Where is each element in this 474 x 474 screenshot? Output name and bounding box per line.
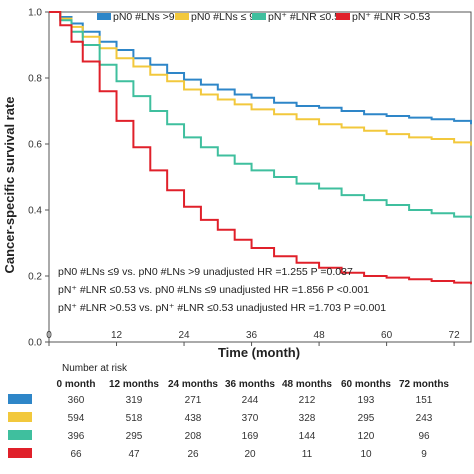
x-tick-label: 72 bbox=[449, 330, 461, 341]
risk-row-swatch-2 bbox=[8, 412, 32, 422]
x-tick-label: 24 bbox=[178, 330, 190, 341]
legend-swatch-2 bbox=[175, 13, 189, 20]
risk-col-header: 48 months bbox=[282, 379, 332, 390]
risk-cell: 120 bbox=[358, 431, 375, 442]
legend-label-2: pN0 #LNs ≤ 9 bbox=[191, 11, 255, 23]
risk-cell: 360 bbox=[68, 395, 85, 406]
x-tick-label: 12 bbox=[111, 330, 123, 341]
risk-cell: 20 bbox=[244, 449, 256, 460]
risk-cell: 594 bbox=[68, 413, 85, 424]
risk-col-header: 0 month bbox=[57, 379, 96, 390]
risk-cell: 438 bbox=[185, 413, 202, 424]
risk-cell: 295 bbox=[358, 413, 375, 424]
y-tick-label: 1.0 bbox=[28, 8, 42, 19]
legend-swatch-1 bbox=[97, 13, 111, 20]
x-tick-label: 60 bbox=[381, 330, 393, 341]
risk-cell: 96 bbox=[418, 431, 430, 442]
risk-cell: 244 bbox=[242, 395, 259, 406]
risk-cell: 370 bbox=[242, 413, 259, 424]
risk-cell: 271 bbox=[185, 395, 202, 406]
y-tick-label: 0.8 bbox=[28, 74, 42, 85]
legend-swatch-3 bbox=[252, 13, 266, 20]
risk-cell: 26 bbox=[187, 449, 199, 460]
plot-border bbox=[48, 11, 472, 343]
risk-cell: 47 bbox=[128, 449, 140, 460]
risk-cell: 9 bbox=[421, 449, 427, 460]
hr-annotation-3: pN⁺ #LNR >0.53 vs. pN⁺ #LNR ≤0.53 unadju… bbox=[58, 302, 386, 314]
risk-cell: 319 bbox=[126, 395, 143, 406]
legend-label-4: pN⁺ #LNR >0.53 bbox=[352, 11, 430, 23]
risk-col-header: 12 months bbox=[109, 379, 159, 390]
y-axis-title: Cancer-specific survival rate bbox=[2, 96, 17, 273]
risk-cell: 518 bbox=[126, 413, 143, 424]
hr-annotation-2: pN⁺ #LNR ≤0.53 vs. pN0 #LNs ≤9 unadjuste… bbox=[58, 284, 369, 296]
y-tick-label: 0.0 bbox=[28, 338, 42, 349]
risk-cell: 66 bbox=[70, 449, 82, 460]
x-tick-label: 48 bbox=[314, 330, 326, 341]
legend-swatch-4 bbox=[336, 13, 350, 20]
legend: pN0 #LNs >9 pN0 #LNs ≤ 9 pN⁺ #LNR ≤0.53 pN⁺… bbox=[97, 11, 430, 23]
risk-col-header: 36 months bbox=[225, 379, 275, 390]
risk-cell: 328 bbox=[299, 413, 316, 424]
series-lines bbox=[49, 11, 472, 285]
y-tick-label: 0.6 bbox=[28, 140, 42, 151]
risk-cell: 10 bbox=[360, 449, 372, 460]
risk-col-header: 24 months bbox=[168, 379, 218, 390]
risk-cell: 208 bbox=[185, 431, 202, 442]
hazard-ratio-annotations: pN0 #LNs ≤9 vs. pN0 #LNs >9 unadjusted H… bbox=[58, 266, 386, 314]
risk-cell: 212 bbox=[299, 395, 316, 406]
series-line-3 bbox=[49, 11, 472, 219]
x-tick-label: 0 bbox=[46, 330, 52, 341]
risk-cell: 11 bbox=[302, 449, 313, 460]
risk-cell: 151 bbox=[416, 395, 433, 406]
risk-row-swatch-4 bbox=[8, 448, 32, 458]
series-line-2 bbox=[49, 11, 472, 146]
y-tick-label: 0.4 bbox=[28, 206, 42, 217]
risk-col-header: 60 months bbox=[341, 379, 391, 390]
series-line-4 bbox=[49, 11, 472, 285]
risk-cell: 243 bbox=[416, 413, 433, 424]
hr-annotation-1: pN0 #LNs ≤9 vs. pN0 #LNs >9 unadjusted H… bbox=[58, 266, 353, 278]
risk-col-header: 72 months bbox=[399, 379, 449, 390]
risk-row-swatch-3 bbox=[8, 430, 32, 440]
y-tick-label: 0.2 bbox=[28, 272, 42, 283]
series-line-1 bbox=[49, 11, 472, 125]
risk-row-swatch-1 bbox=[8, 394, 32, 404]
risk-table-title: Number at risk bbox=[62, 363, 128, 374]
x-axis-title: Time (month) bbox=[218, 345, 300, 360]
risk-cell: 295 bbox=[126, 431, 143, 442]
legend-label-3: pN⁺ #LNR ≤0.53 bbox=[268, 11, 346, 23]
risk-cell: 169 bbox=[242, 431, 259, 442]
plot-frame: 0 12 24 36 48 60 72 0.0 0.2 0.4 0.6 0.8 1.0 bbox=[28, 8, 472, 349]
number-at-risk-table: Number at risk 0 month 12 months 24 months 3… bbox=[8, 363, 449, 460]
legend-label-1: pN0 #LNs >9 bbox=[113, 11, 175, 23]
risk-cell: 193 bbox=[358, 395, 375, 406]
risk-cell: 396 bbox=[68, 431, 85, 442]
x-tick-label: 36 bbox=[246, 330, 258, 341]
risk-cell: 144 bbox=[299, 431, 316, 442]
